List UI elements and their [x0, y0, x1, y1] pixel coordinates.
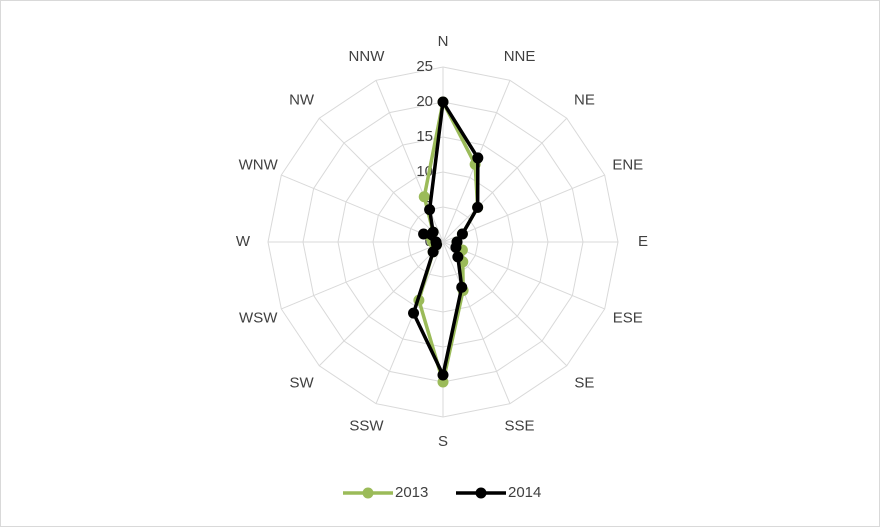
marker: [408, 307, 420, 319]
spoke: [442, 241, 511, 404]
marker: [472, 201, 484, 213]
marker: [424, 204, 436, 216]
category-label: WNW: [239, 156, 279, 173]
category-label: WSW: [239, 310, 278, 327]
spoke: [442, 174, 605, 243]
spoke: [318, 117, 444, 243]
legend-label: 2013: [395, 484, 428, 501]
spoke: [318, 241, 444, 367]
y-tick-label: 25: [416, 58, 433, 75]
category-label: SW: [289, 374, 314, 391]
marker: [418, 191, 430, 203]
category-label: SSE: [505, 418, 535, 435]
marker: [456, 228, 468, 240]
legend-marker: [475, 487, 487, 499]
spoke: [375, 241, 444, 404]
category-label: NW: [289, 92, 315, 109]
spoke: [442, 241, 605, 310]
category-label: SSW: [349, 418, 384, 435]
category-label: NE: [574, 92, 595, 109]
marker: [418, 228, 430, 240]
y-tick-label: 15: [416, 128, 433, 145]
category-label: ENE: [612, 156, 643, 173]
category-label: ESE: [613, 310, 643, 327]
marker: [456, 281, 468, 293]
spoke: [442, 117, 568, 243]
marker: [452, 251, 464, 263]
category-label: S: [438, 433, 448, 450]
spoke: [281, 241, 444, 310]
legend-marker: [362, 487, 374, 499]
category-label: E: [638, 233, 648, 250]
marker: [427, 226, 439, 238]
category-label: N: [438, 33, 449, 50]
y-tick-label: 20: [416, 93, 433, 110]
marker: [472, 152, 484, 164]
marker: [450, 241, 462, 253]
legend-label: 2014: [508, 484, 541, 501]
category-label: NNW: [349, 48, 386, 65]
spoke: [281, 174, 444, 243]
marker: [437, 96, 449, 108]
category-label: W: [236, 233, 251, 250]
marker: [437, 369, 449, 381]
marker: [430, 236, 442, 248]
category-label: NNE: [504, 48, 536, 65]
category-label: SE: [574, 374, 594, 391]
